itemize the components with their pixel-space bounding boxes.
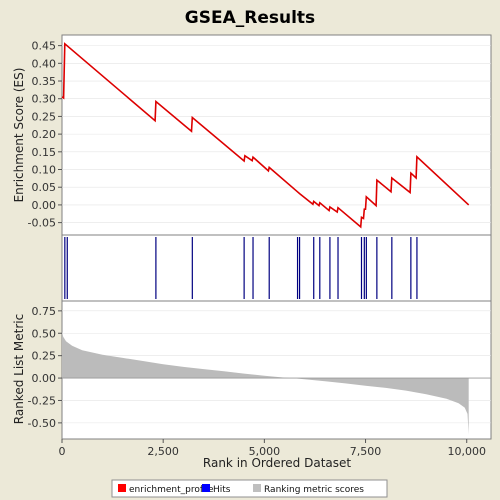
x-axis-label: Rank in Ordered Dataset bbox=[203, 456, 351, 470]
legend-swatch bbox=[202, 484, 210, 492]
enrichment-y-tick-label: 0.20 bbox=[32, 128, 57, 141]
hits-marks bbox=[64, 237, 418, 299]
enrichment-y-tick-label: 0.25 bbox=[32, 110, 57, 123]
enrichment-y-tick-label: 0.40 bbox=[32, 57, 57, 70]
ranking-metric-area bbox=[62, 331, 469, 435]
enrichment-y-label: Enrichment Score (ES) bbox=[12, 68, 26, 203]
legend bbox=[111, 479, 388, 498]
ranking-y-tick-label: 0.75 bbox=[32, 305, 57, 318]
chart-title: GSEA_Results bbox=[185, 8, 315, 28]
ranking-y-label: Ranked List Metric bbox=[12, 314, 26, 424]
legend-items: enrichment_profile Hits Ranking metric sco… bbox=[118, 484, 364, 495]
enrichment-panel bbox=[61, 34, 492, 236]
x-axis-ticks: 0 2,500 5,000 7,500 10,000 bbox=[59, 439, 486, 458]
legend-label: Hits bbox=[213, 485, 231, 495]
legend-label: enrichment_profile bbox=[129, 485, 214, 495]
hits-panel bbox=[61, 234, 492, 302]
enrichment-y-tick-label: 0.45 bbox=[32, 40, 57, 53]
ranking-y-tick-label: -0.50 bbox=[28, 417, 56, 430]
ranking-y-tick-label: 0.00 bbox=[32, 372, 57, 385]
ranking-y-tick-label: 0.25 bbox=[32, 350, 57, 363]
ranking-y-ticks: -0.50 -0.25 0.00 0.25 0.50 0.75 bbox=[28, 305, 62, 430]
x-tick-label: 10,000 bbox=[447, 445, 486, 458]
enrichment-y-tick-label: 0.15 bbox=[32, 146, 57, 159]
legend-swatch bbox=[118, 484, 126, 492]
enrichment-grid bbox=[62, 45, 491, 223]
legend-swatch bbox=[253, 484, 261, 492]
enrichment-y-ticks: -0.05 0.00 0.05 0.10 0.15 0.20 0.25 0.30 0.35 0.4… bbox=[28, 40, 62, 230]
enrichment-y-tick-label: 0.10 bbox=[32, 164, 57, 177]
enrichment-y-tick-label: -0.05 bbox=[28, 217, 56, 230]
x-tick-label: 2,500 bbox=[147, 445, 179, 458]
enrichment-y-tick-label: 0.00 bbox=[32, 199, 57, 212]
enrichment-y-tick-label: 0.30 bbox=[32, 93, 57, 106]
x-tick-label: 0 bbox=[59, 445, 66, 458]
enrichment-profile-line bbox=[61, 42, 470, 229]
legend-label: Ranking metric scores bbox=[264, 485, 364, 495]
x-tick-label: 7,500 bbox=[350, 445, 382, 458]
enrichment-y-tick-label: 0.35 bbox=[32, 75, 57, 88]
x-tick-label: 5,000 bbox=[249, 445, 281, 458]
ranking-y-tick-label: -0.25 bbox=[28, 394, 56, 407]
enrichment-y-tick-label: 0.05 bbox=[32, 181, 57, 194]
ranking-y-tick-label: 0.50 bbox=[32, 327, 57, 340]
